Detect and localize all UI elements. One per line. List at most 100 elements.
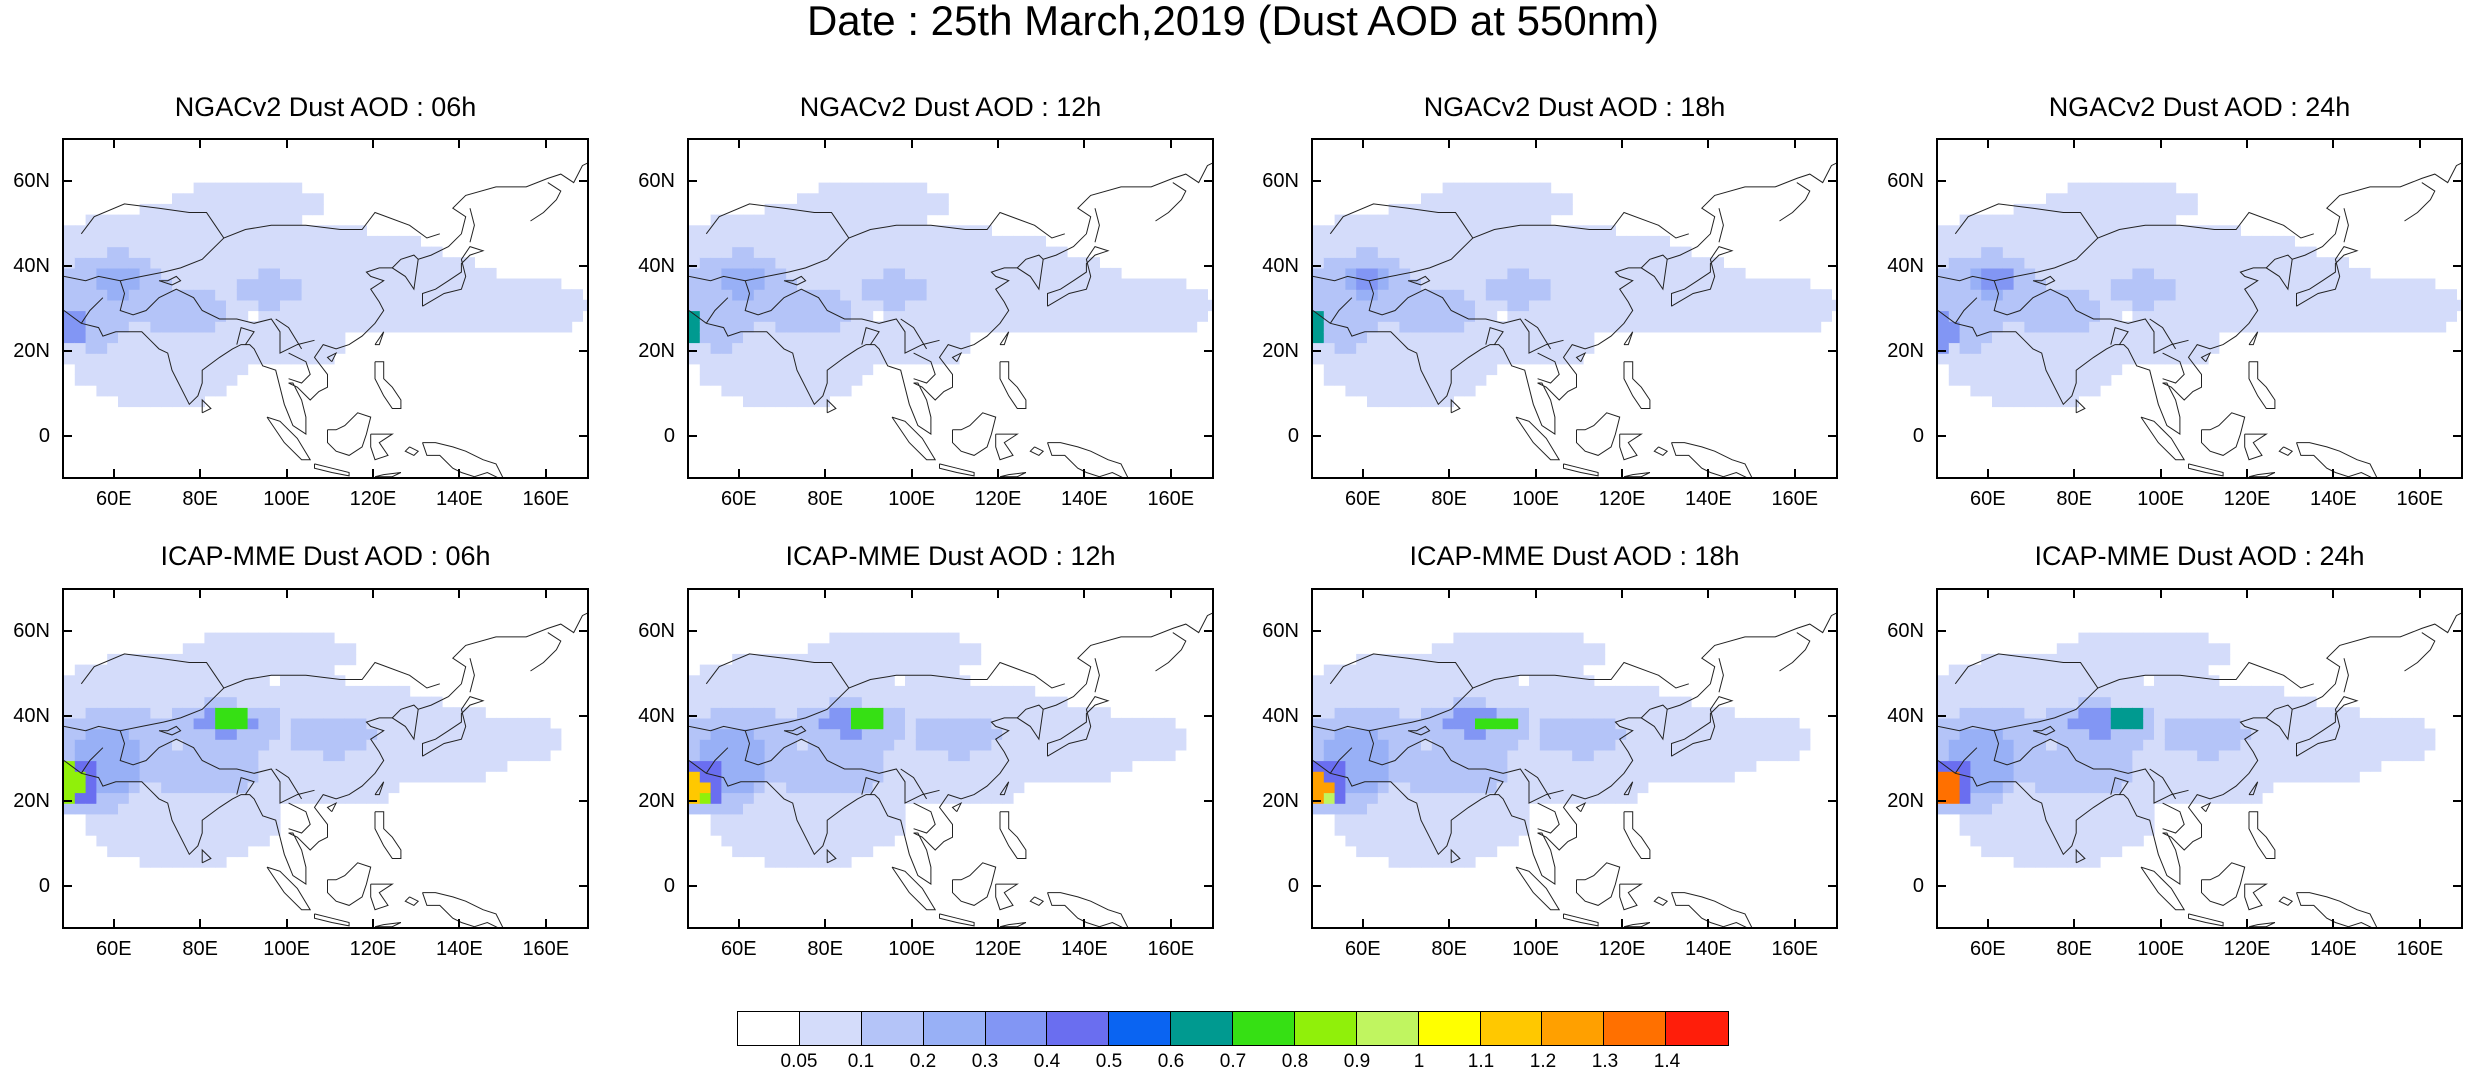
dust-cell: [1367, 300, 1378, 311]
dust-cell: [1518, 803, 1529, 814]
dust-cell: [291, 771, 302, 782]
dust-cell: [2068, 782, 2079, 793]
dust-cell: [743, 771, 754, 782]
dust-cell: [1540, 225, 1551, 236]
dust-cell: [280, 311, 291, 322]
dust-cell: [775, 750, 786, 761]
y-tick-label: 20N: [1239, 791, 1299, 811]
dust-cell: [215, 193, 226, 204]
dust-cell: [161, 665, 172, 676]
coastline: [1624, 923, 1650, 927]
dust-cell: [2176, 247, 2187, 258]
dust-cell: [689, 353, 700, 364]
dust-cell: [1970, 364, 1981, 375]
dust-cell: [808, 332, 819, 343]
coastline: [267, 417, 310, 460]
dust-cell: [150, 364, 161, 375]
dust-cell: [2381, 311, 2392, 322]
dust-cell: [786, 247, 797, 258]
dust-cell: [226, 247, 237, 258]
dust-cell: [883, 289, 894, 300]
dust-cell: [129, 332, 140, 343]
dust-cell: [2392, 300, 2403, 311]
y-tick-mark: [687, 800, 697, 802]
dust-cell: [226, 750, 237, 761]
dust-cell: [2014, 364, 2025, 375]
dust-cell: [1518, 268, 1529, 279]
dust-cell: [507, 750, 518, 761]
dust-cell: [1132, 718, 1143, 729]
dust-cell: [2273, 311, 2284, 322]
dust-cell: [194, 782, 205, 793]
dust-cell: [1432, 236, 1443, 247]
dust-cell: [1949, 718, 1960, 729]
dust-cell: [2035, 236, 2046, 247]
dust-cell: [2089, 279, 2100, 290]
dust-cell: [754, 814, 765, 825]
dust-cell: [2305, 257, 2316, 268]
dust-cell: [194, 675, 205, 686]
dust-cell: [453, 761, 464, 772]
dust-cell: [862, 215, 873, 226]
dust-cell: [442, 771, 453, 782]
dust-cell: [1518, 729, 1529, 740]
dust-cell: [258, 665, 269, 676]
dust-cell: [721, 311, 732, 322]
dust-cell: [2219, 236, 2230, 247]
dust-cell: [161, 697, 172, 708]
y-tick-mark: [579, 265, 589, 267]
dust-cell: [721, 686, 732, 697]
x-tick-mark: [738, 138, 740, 148]
dust-cell: [2024, 257, 2035, 268]
dust-cell: [905, 686, 916, 697]
dust-cell: [312, 761, 323, 772]
dust-cell: [1313, 697, 1324, 708]
dust-cell: [96, 803, 107, 814]
dust-cell: [1335, 793, 1346, 804]
dust-cell: [107, 321, 118, 332]
dust-cell: [991, 697, 1002, 708]
dust-cell: [2014, 236, 2025, 247]
dust-cell: [1186, 300, 1197, 311]
dust-cell: [797, 846, 808, 857]
dust-cell: [356, 697, 367, 708]
dust-cell: [1410, 225, 1421, 236]
dust-cell: [797, 782, 808, 793]
dust-cell: [2100, 300, 2111, 311]
dust-cell: [2035, 803, 2046, 814]
dust-cell: [1702, 321, 1713, 332]
dust-cell: [2078, 279, 2089, 290]
dust-cell: [873, 761, 884, 772]
dust-cell: [1615, 300, 1626, 311]
dust-cell: [2381, 289, 2392, 300]
dust-cell: [215, 183, 226, 194]
dust-cell: [1507, 633, 1518, 644]
dust-cell: [1345, 257, 1356, 268]
dust-cell: [2143, 300, 2154, 311]
dust-cell: [2165, 257, 2176, 268]
dust-cell: [194, 279, 205, 290]
dust-cell: [420, 707, 431, 718]
x-tick-mark: [2073, 138, 2075, 148]
dust-cell: [2035, 697, 2046, 708]
dust-cell: [1540, 183, 1551, 194]
dust-cell: [851, 697, 862, 708]
dust-cell: [721, 803, 732, 814]
dust-cell: [161, 374, 172, 385]
dust-cell: [1013, 321, 1024, 332]
x-tick-mark: [113, 588, 115, 598]
coastline: [2141, 417, 2184, 460]
coastline: [2189, 464, 2224, 476]
dust-cell: [1410, 846, 1421, 857]
dust-cell: [1777, 279, 1788, 290]
dust-cell: [2197, 247, 2208, 258]
dust-cell: [237, 268, 248, 279]
dust-cell: [840, 835, 851, 846]
dust-cell: [399, 761, 410, 772]
dust-cell: [959, 236, 970, 247]
dust-cell: [819, 686, 830, 697]
dust-cell: [140, 279, 151, 290]
dust-cell: [1378, 793, 1389, 804]
dust-cell: [107, 739, 118, 750]
dust-cell: [2078, 793, 2089, 804]
